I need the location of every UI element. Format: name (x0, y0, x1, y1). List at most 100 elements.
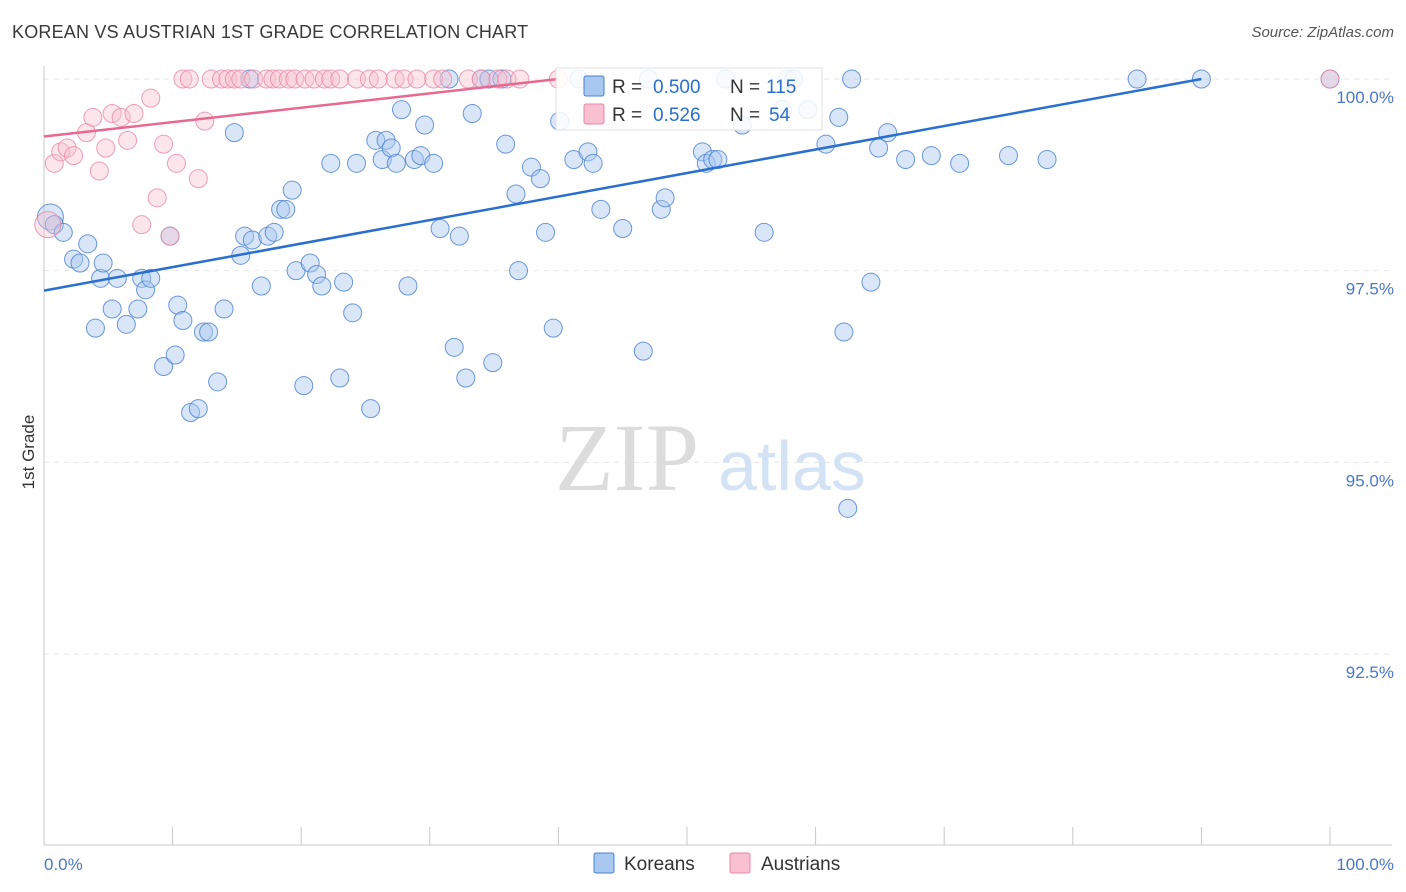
austrian-point (173, 69, 193, 89)
korean-point (173, 311, 193, 330)
korean-point (242, 230, 262, 250)
legend-swatch-korean (583, 75, 605, 97)
korean-point (93, 253, 113, 273)
korean-point (754, 222, 774, 242)
korean-point (1037, 150, 1057, 169)
austrian-point (83, 107, 103, 127)
korean-point (136, 280, 156, 300)
korean-point (439, 69, 459, 89)
korean-point (896, 150, 916, 169)
series-legend-swatch-koreans (593, 852, 615, 874)
austrian-point (179, 69, 199, 89)
korean-point (424, 153, 444, 173)
korean-point (430, 219, 450, 238)
austrian-point (201, 69, 221, 89)
austrian-point (160, 226, 180, 246)
korean-point (392, 100, 412, 120)
korean-point (53, 222, 73, 242)
korean-point (456, 368, 476, 388)
y-axis-label: 1st Grade (19, 415, 38, 490)
korean-point (343, 303, 363, 323)
korean-point (950, 153, 970, 173)
korean-point (838, 498, 858, 518)
korean-point (128, 299, 148, 319)
stats-legend: R = 0.500 N = 115 R = 0.526 N = 54 (555, 67, 823, 131)
austrian-point (132, 215, 152, 235)
legend-r-value-austrian: 0.526 (653, 105, 701, 126)
korean-point (208, 372, 228, 392)
korean-point (386, 153, 406, 173)
korean-point (264, 222, 284, 242)
korean-point (1127, 69, 1147, 89)
korean-point (224, 123, 244, 143)
korean-point (282, 180, 302, 200)
austrian-point (64, 146, 84, 166)
korean-point (816, 134, 836, 154)
trend-lines (43, 77, 1202, 292)
korean-point (415, 115, 435, 135)
korean-point (878, 123, 898, 143)
korean-point (483, 353, 503, 373)
korean-point (102, 299, 122, 319)
watermark: ZIP atlas (555, 404, 866, 511)
austrian-point (330, 69, 350, 89)
watermark-atlas: atlas (718, 427, 866, 505)
austrian-point (263, 69, 283, 89)
austrian-point (188, 169, 208, 189)
korean-point (530, 169, 550, 189)
korean-point (168, 295, 188, 315)
legend-r-value-korean: 0.500 (653, 77, 701, 98)
legend-r-label-austrian: R = (612, 105, 642, 126)
legend-r-label-korean: R = (612, 77, 642, 98)
watermark-zip: ZIP (555, 404, 699, 511)
axes (43, 66, 1392, 846)
y-tick-label: 97.5% (1346, 280, 1394, 299)
korean-point (999, 146, 1018, 166)
y-tick-label: 95.0% (1346, 471, 1394, 490)
austrian-point (304, 69, 324, 89)
austrian-point (89, 161, 109, 181)
austrian-point (141, 88, 161, 108)
korean-point (346, 153, 366, 173)
austrian-point (471, 69, 491, 89)
chart-title: KOREAN VS AUSTRIAN 1ST GRADE CORRELATION… (12, 22, 529, 42)
korean-points (36, 69, 1340, 518)
korean-point (842, 69, 862, 89)
korean-trend-line (43, 77, 1202, 292)
austrian-point (1320, 69, 1340, 89)
austrian-point (195, 111, 215, 131)
legend-n-label-korean: N = (730, 77, 760, 98)
korean-point (655, 188, 675, 208)
korean-point (188, 399, 208, 419)
korean-point (398, 276, 418, 296)
legend-n-value-austrian: 54 (769, 105, 791, 126)
korean-point (116, 314, 136, 334)
korean-point (861, 272, 881, 292)
austrian-point (285, 69, 305, 89)
korean-point (251, 276, 271, 296)
austrian-point (224, 69, 244, 89)
series-legend-swatch-austrians (729, 852, 751, 874)
korean-point (165, 345, 185, 365)
korean-point (578, 142, 598, 162)
austrian-point (510, 69, 530, 89)
korean-point (214, 299, 234, 319)
austrian-points (34, 69, 1340, 246)
austrian-point (44, 153, 64, 173)
korean-point (829, 107, 849, 127)
austrian-point (166, 153, 186, 173)
korean-point (506, 184, 526, 204)
korean-point (307, 265, 327, 284)
series-legend-austrians: Austrians (761, 854, 840, 875)
korean-point (334, 272, 354, 292)
source-label: Source: ZipAtlas.com (1251, 24, 1394, 41)
korean-point (834, 322, 854, 342)
austrian-point (314, 69, 334, 89)
austrian-point (57, 138, 77, 158)
austrian-point (433, 69, 453, 89)
korean-point (591, 199, 611, 219)
korean-point (444, 337, 464, 357)
legend-n-value-korean: 115 (766, 77, 796, 98)
korean-point (651, 199, 671, 219)
